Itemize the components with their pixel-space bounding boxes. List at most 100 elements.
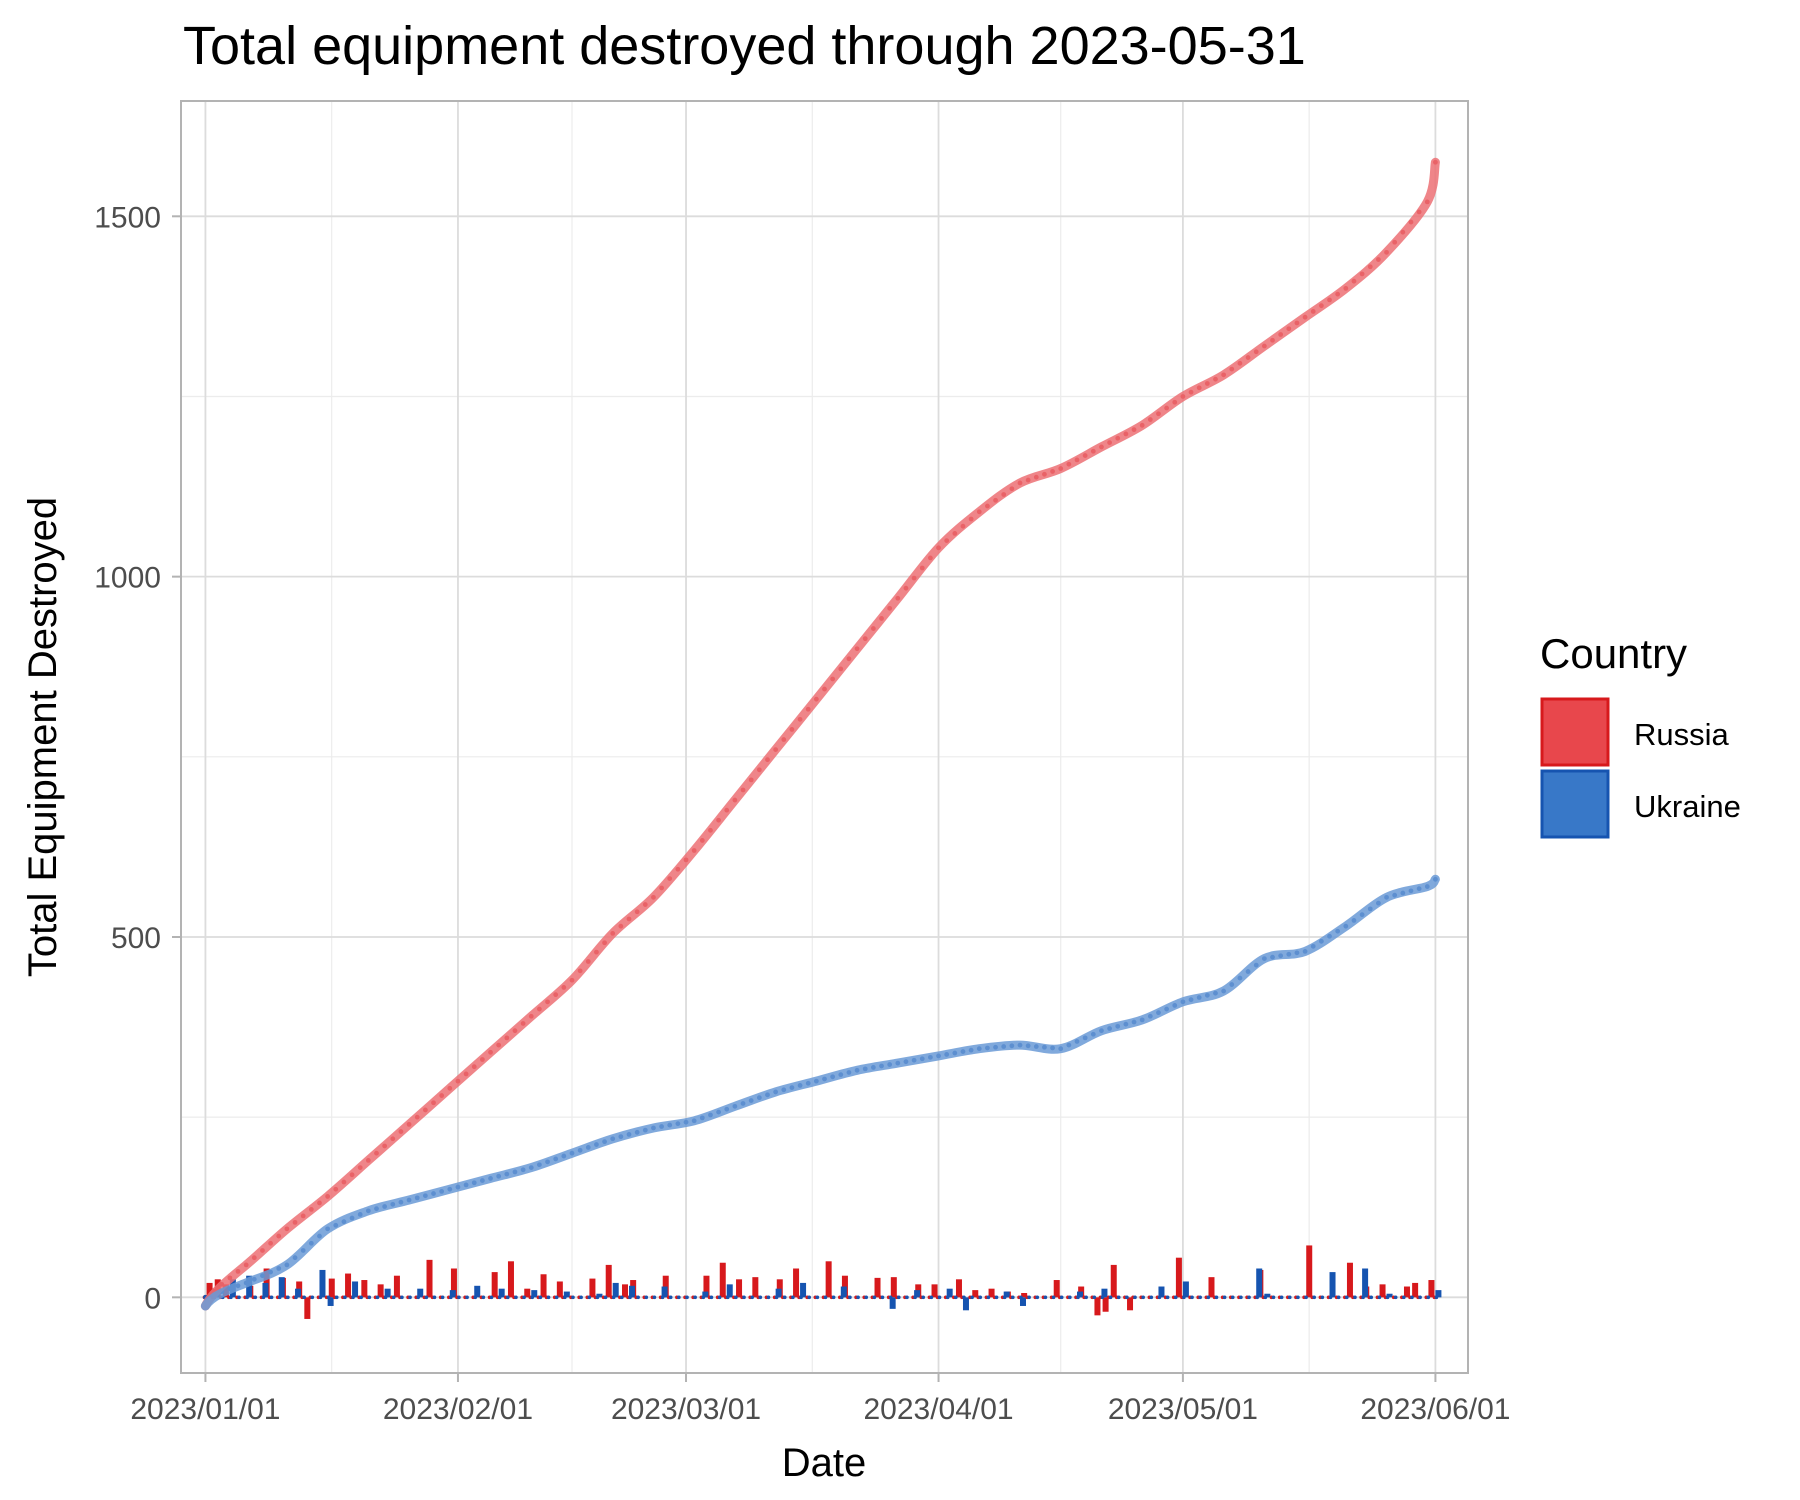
- daily-point-ukraine: [954, 1295, 958, 1300]
- x-tick-label: 2023/01/01: [130, 1393, 280, 1426]
- daily-bar-ukraine: [498, 1288, 505, 1298]
- daily-point-ukraine: [628, 1295, 632, 1300]
- daily-bar-russia: [328, 1278, 335, 1298]
- daily-point-ukraine: [416, 1295, 421, 1300]
- daily-point-ukraine: [1377, 1295, 1382, 1300]
- daily-point-ukraine: [717, 1295, 722, 1300]
- daily-bar-russia: [450, 1268, 457, 1298]
- daily-bar-ukraine: [661, 1286, 668, 1298]
- daily-bar-ukraine: [449, 1290, 456, 1298]
- daily-point-ukraine: [937, 1295, 942, 1300]
- daily-bar-russia: [1053, 1280, 1060, 1298]
- daily-point-ukraine: [375, 1295, 380, 1300]
- daily-bar-russia: [361, 1280, 368, 1298]
- x-tick-label: 2023/05/01: [1108, 1393, 1258, 1426]
- legend: Country Russia Ukraine: [1540, 630, 1741, 839]
- daily-bar-russia: [426, 1259, 433, 1298]
- daily-point-ukraine: [1149, 1295, 1154, 1300]
- daily-point-ukraine: [620, 1295, 624, 1300]
- daily-point-ukraine: [1345, 1295, 1349, 1300]
- daily-point-ukraine: [758, 1295, 763, 1300]
- daily-point-ukraine: [644, 1295, 649, 1300]
- cumulative-points: [203, 159, 1438, 1300]
- daily-point-ukraine: [1247, 1295, 1251, 1300]
- daily-bar-russia: [736, 1279, 743, 1298]
- daily-point-ukraine: [1165, 1295, 1170, 1300]
- daily-point-ukraine: [351, 1295, 355, 1300]
- daily-point-ukraine: [1434, 1295, 1439, 1300]
- daily-point-ukraine: [864, 1295, 869, 1300]
- daily-bar-russia: [1379, 1284, 1386, 1298]
- daily-point-ukraine: [1198, 1295, 1202, 1300]
- daily-point-ukraine: [294, 1295, 298, 1300]
- daily-point-ukraine: [391, 1295, 396, 1300]
- daily-point-ukraine: [1255, 1295, 1260, 1300]
- daily-point-ukraine: [734, 1295, 738, 1300]
- daily-point-ukraine: [1141, 1295, 1145, 1300]
- daily-point-ukraine: [1214, 1295, 1219, 1300]
- daily-bar-ukraine: [417, 1288, 424, 1298]
- daily-bar-ukraine: [262, 1282, 269, 1298]
- daily-bar-ukraine: [596, 1293, 603, 1298]
- daily-point-ukraine: [1157, 1295, 1162, 1300]
- daily-point-ukraine: [571, 1295, 575, 1300]
- daily-bar-ukraine: [1003, 1291, 1010, 1298]
- daily-bar-russia: [972, 1290, 979, 1298]
- daily-point-ukraine: [302, 1295, 306, 1300]
- daily-bar-russia: [1412, 1282, 1419, 1298]
- daily-point-ukraine: [815, 1295, 820, 1300]
- daily-point-ukraine: [457, 1295, 461, 1300]
- daily-bar-ukraine: [384, 1288, 391, 1298]
- daily-point-ukraine: [945, 1295, 950, 1300]
- daily-point-ukraine: [1385, 1295, 1390, 1300]
- daily-point-ukraine: [546, 1295, 551, 1300]
- daily-bar-ukraine: [1362, 1268, 1369, 1298]
- y-tick-label: 500: [111, 922, 161, 955]
- daily-point-ukraine: [611, 1295, 616, 1300]
- daily-bar-russia: [955, 1279, 962, 1298]
- trend-line-russia: [200, 157, 1440, 1311]
- daily-bars: [202, 1245, 1442, 1319]
- daily-point-ukraine: [1328, 1295, 1333, 1300]
- daily-point-ukraine: [750, 1295, 754, 1300]
- daily-point-ukraine: [563, 1295, 567, 1300]
- daily-point-ukraine: [856, 1295, 860, 1300]
- plot-panel: [180, 100, 1469, 1374]
- daily-point-ukraine: [465, 1295, 469, 1300]
- x-tick-label: 2023/04/01: [863, 1393, 1013, 1426]
- daily-point-ukraine: [1206, 1295, 1211, 1300]
- daily-point-ukraine: [1312, 1295, 1317, 1300]
- x-tick-label: 2023/06/01: [1360, 1393, 1510, 1426]
- daily-point-ukraine: [449, 1295, 453, 1300]
- daily-point-ukraine: [1019, 1295, 1023, 1300]
- y-tick-label: 0: [144, 1282, 161, 1315]
- daily-point-ukraine: [1059, 1295, 1064, 1300]
- daily-point-ukraine: [310, 1295, 315, 1300]
- daily-point-ukraine: [1279, 1295, 1284, 1300]
- daily-point-ukraine: [791, 1295, 795, 1300]
- daily-bar-russia: [605, 1264, 612, 1298]
- daily-bar-russia: [703, 1275, 710, 1298]
- daily-point-ukraine: [1369, 1295, 1374, 1300]
- daily-point-ukraine: [1035, 1295, 1040, 1300]
- trend-lines: [200, 157, 1440, 1311]
- daily-bar-russia: [1208, 1277, 1215, 1298]
- y-axis-title: Total Equipment Destroyed: [21, 497, 65, 977]
- daily-point-ukraine: [1336, 1295, 1341, 1300]
- daily-point-ukraine: [685, 1295, 689, 1300]
- daily-point-ukraine: [286, 1295, 290, 1300]
- daily-point-ukraine: [408, 1295, 412, 1300]
- legend-key-ukraine: [1540, 769, 1610, 839]
- daily-point-ukraine: [1296, 1295, 1300, 1300]
- daily-bar-russia: [793, 1268, 800, 1298]
- daily-bar-russia: [776, 1279, 783, 1298]
- daily-point-ukraine: [269, 1295, 274, 1300]
- daily-point-ukraine: [489, 1295, 494, 1300]
- daily-point-ukraine: [970, 1295, 974, 1300]
- daily-bar-russia: [752, 1277, 759, 1298]
- trend-line-ukraine: [200, 874, 1440, 1311]
- daily-bar-russia: [393, 1275, 400, 1298]
- daily-point-ukraine: [1271, 1295, 1276, 1300]
- daily-point-ukraine: [1011, 1295, 1015, 1300]
- daily-point-ukraine: [1263, 1295, 1268, 1300]
